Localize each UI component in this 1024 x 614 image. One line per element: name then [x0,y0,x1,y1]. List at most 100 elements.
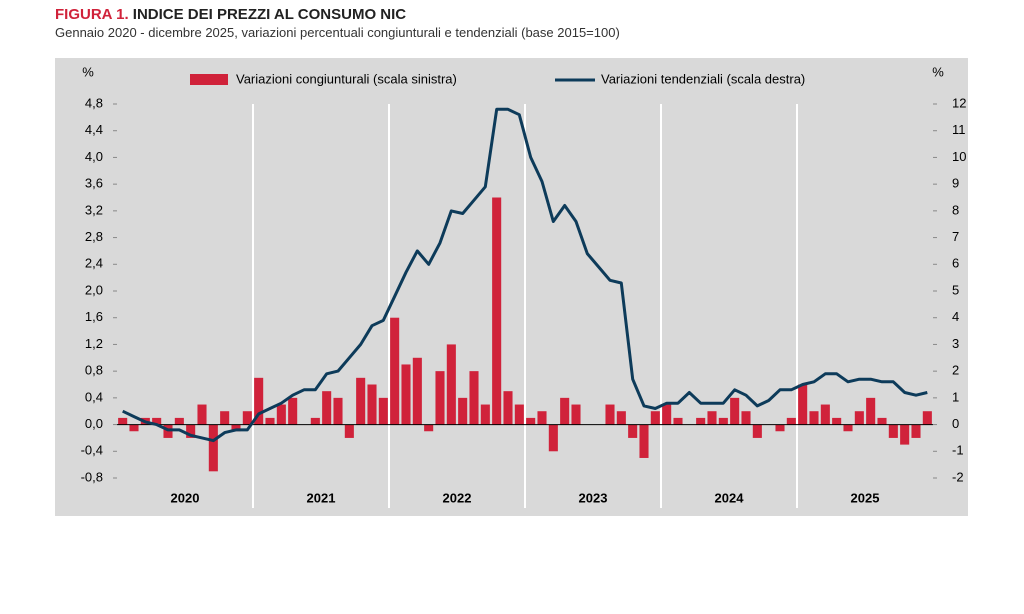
bar [752,424,762,438]
bar [911,424,921,438]
y2-tick-label: 1 [952,389,959,404]
y-tick-label: 3,6 [85,176,103,191]
y2-tick-label: 3 [952,336,959,351]
legend-label: Variazioni tendenziali (scala destra) [601,71,805,86]
bar [888,424,898,438]
y2-tick-label: 12 [952,95,966,110]
bar [480,404,490,425]
y-tick-label: -0,4 [81,443,103,458]
bar [809,411,819,425]
x-tick-label: 2025 [851,490,880,505]
bar [571,404,581,425]
bar [616,411,626,425]
bar [220,411,230,425]
y2-tick-label: 7 [952,229,959,244]
x-tick-label: 2024 [715,490,745,505]
y2-tick-label: 0 [952,416,959,431]
bar [322,391,332,425]
legend-label: Variazioni congiunturali (scala sinistra… [236,71,457,86]
y-unit: % [82,64,94,79]
y-tick-label: 0,4 [85,389,103,404]
bar [276,404,286,425]
bar [412,357,422,425]
x-tick-label: 2020 [171,490,200,505]
bar [854,411,864,425]
y-tick-label: 4,0 [85,149,103,164]
bar [503,391,513,425]
bar [730,397,740,425]
bar [401,364,411,425]
bar [650,411,660,425]
bar [662,404,672,425]
y-tick-label: 1,6 [85,309,103,324]
y2-tick-label: 6 [952,256,959,271]
bar [900,424,910,445]
x-tick-label: 2022 [443,490,472,505]
y-tick-label: 4,4 [85,122,103,137]
bar [458,397,468,425]
bar [118,417,128,425]
bar [367,384,377,425]
bar [798,384,808,425]
bar [560,397,570,425]
bar [288,397,298,425]
bar [696,417,706,425]
title-prefix: FIGURA 1. [55,6,129,23]
bar [866,397,876,425]
bar [832,417,842,425]
legend-swatch [190,74,228,85]
bar [741,411,751,425]
bar [820,404,830,425]
y2-unit: % [932,64,944,79]
bar [537,411,547,425]
header: FIGURA 1. INDICE DEI PREZZI AL CONSUMO N… [55,6,620,40]
subtitle: Gennaio 2020 - dicembre 2025, variazioni… [55,25,620,40]
bar [628,424,638,438]
y2-tick-label: 10 [952,149,966,164]
bar [843,424,853,432]
bar [446,344,456,425]
bar [254,377,264,425]
y-tick-label: 4,8 [85,95,103,110]
bar [390,317,400,425]
bar [639,424,649,458]
title: FIGURA 1. INDICE DEI PREZZI AL CONSUMO N… [55,6,620,23]
bar [356,377,366,425]
bar [242,411,252,425]
bar [208,424,218,472]
y-tick-label: -0,8 [81,469,103,484]
chart-background [55,58,968,516]
y-tick-label: 2,4 [85,256,103,271]
bar [718,417,728,425]
bar [514,404,524,425]
bar [922,411,932,425]
y2-tick-label: 5 [952,282,959,297]
bar [786,417,796,425]
y2-tick-label: 2 [952,363,959,378]
bar [310,417,320,425]
y2-tick-label: 11 [952,122,966,137]
y-tick-label: 1,2 [85,336,103,351]
y-tick-label: 2,0 [85,282,103,297]
y2-tick-label: 8 [952,202,959,217]
y2-tick-label: -1 [952,443,964,458]
bar [435,371,445,425]
bar [492,197,502,425]
line [122,107,928,443]
bar [877,417,887,425]
bar [265,417,275,425]
bar [707,411,717,425]
bar [673,417,683,425]
bar [231,424,241,432]
y-tick-label: 2,8 [85,229,103,244]
y-tick-label: 3,2 [85,202,103,217]
bar [424,424,434,432]
bar [548,424,558,452]
bar [775,424,785,432]
bar [152,417,162,425]
y2-tick-label: -2 [952,469,964,484]
title-text: INDICE DEI PREZZI AL CONSUMO NIC [132,6,407,23]
bar [129,424,139,432]
